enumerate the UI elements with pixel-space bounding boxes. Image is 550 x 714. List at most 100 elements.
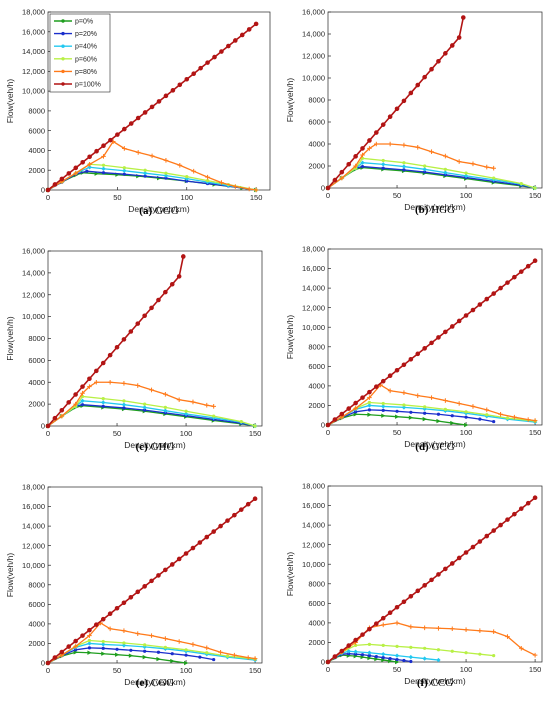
- data-point-p100pct: [443, 566, 448, 572]
- y-tick-label: 2000: [308, 401, 325, 410]
- y-tick-label: 16,000: [302, 8, 325, 17]
- data-point-p100pct: [332, 177, 338, 183]
- data-point-p100pct: [156, 297, 161, 303]
- data-point-p80pct: [443, 398, 448, 403]
- data-point-p60pct: [367, 642, 372, 647]
- data-point-p60pct: [225, 654, 230, 658]
- data-point-p100pct: [156, 573, 161, 578]
- data-point-p60pct: [402, 403, 406, 407]
- legend-marker-p0pct: [61, 19, 65, 23]
- data-point-p100pct: [456, 35, 462, 40]
- data-point-p100pct: [181, 254, 186, 259]
- data-point-p100pct: [184, 76, 190, 82]
- data-point-p80pct: [190, 642, 196, 647]
- y-tick-label: 14,000: [22, 268, 45, 277]
- y-tick-label: 12,000: [302, 303, 325, 312]
- data-point-p100pct: [80, 633, 85, 638]
- data-point-p100pct: [463, 313, 469, 318]
- data-point-p60pct: [395, 644, 399, 648]
- data-point-p100pct: [170, 88, 176, 93]
- x-axis-label: Density(veh/km): [404, 439, 466, 449]
- chart-panel-hgg: 0 2000 4000 6000 8000 10,000 12,000 14,000 16,00…: [285, 8, 543, 216]
- data-point-p100pct: [197, 540, 203, 545]
- data-point-p60pct: [367, 400, 372, 405]
- series-line-p20pct: [47, 170, 257, 191]
- data-point-p80pct: [429, 395, 434, 400]
- data-point-p0pct: [367, 655, 372, 661]
- legend-label-p100pct: p=100%: [75, 82, 101, 89]
- legend-label-p20pct: p=20%: [75, 31, 97, 38]
- data-point-p100pct: [360, 146, 365, 151]
- data-point-p80pct: [436, 625, 441, 631]
- data-point-p60pct: [450, 649, 454, 653]
- data-point-p100pct: [408, 356, 414, 362]
- y-tick-label: 18,000: [302, 482, 325, 491]
- data-point-p100pct: [339, 648, 345, 654]
- data-point-p80pct: [449, 626, 455, 632]
- data-point-p100pct: [232, 512, 237, 518]
- data-point-p100pct: [525, 500, 531, 506]
- data-point-p60pct: [163, 645, 167, 649]
- data-point-p80pct: [73, 401, 78, 407]
- data-point-p100pct: [176, 556, 182, 562]
- data-point-p80pct: [429, 149, 434, 154]
- data-point-p20pct: [185, 179, 189, 183]
- data-point-p100pct: [163, 93, 169, 99]
- y-axis-label: Flow(veh/h): [5, 79, 15, 124]
- data-point-p20pct: [74, 648, 78, 652]
- data-point-p80pct: [87, 161, 92, 167]
- data-point-p100pct: [484, 296, 490, 302]
- data-point-p40pct: [443, 170, 448, 175]
- data-point-p100pct: [436, 572, 441, 577]
- data-point-p80pct: [121, 628, 127, 634]
- data-point-p100pct: [218, 523, 223, 529]
- data-point-p60pct: [122, 166, 126, 170]
- data-point-p80pct: [135, 631, 141, 636]
- data-point-p60pct: [205, 651, 209, 655]
- data-point-p80pct: [477, 628, 483, 634]
- legend-marker-p80pct: [61, 69, 65, 74]
- data-point-p100pct: [114, 344, 120, 350]
- data-point-p0pct: [367, 412, 372, 417]
- y-tick-label: 14,000: [302, 30, 325, 39]
- series-line-p60pct: [327, 157, 536, 189]
- data-point-p100pct: [45, 423, 51, 429]
- data-point-p100pct: [325, 422, 331, 428]
- x-tick-label: 50: [393, 428, 401, 437]
- series-line-p40pct: [47, 642, 256, 664]
- data-point-p40pct: [184, 176, 189, 181]
- data-point-p100pct: [59, 649, 65, 655]
- data-point-p80pct: [387, 388, 393, 394]
- data-point-p80pct: [149, 633, 154, 638]
- y-axis-label: Flow(veh/h): [285, 78, 295, 123]
- data-point-p80pct: [245, 655, 251, 660]
- data-point-p100pct: [245, 501, 251, 507]
- data-point-p100pct: [169, 562, 175, 567]
- data-point-p60pct: [464, 651, 468, 655]
- data-point-p100pct: [211, 529, 216, 534]
- data-point-p100pct: [387, 373, 393, 379]
- y-tick-label: 12,000: [22, 541, 45, 550]
- data-point-p80pct: [374, 141, 379, 147]
- data-point-p40pct: [381, 651, 386, 657]
- legend-label-p40pct: p=40%: [75, 44, 97, 51]
- y-tick-label: 8000: [28, 580, 45, 589]
- caption-text: CCG: [431, 677, 454, 689]
- data-point-p40pct: [121, 402, 127, 407]
- data-point-p20pct: [354, 410, 358, 414]
- data-point-p60pct: [164, 171, 168, 175]
- data-point-p100pct: [394, 604, 400, 610]
- data-point-p100pct: [401, 599, 407, 605]
- y-tick-label: 0: [41, 186, 45, 195]
- data-point-p80pct: [387, 141, 393, 147]
- data-point-p100pct: [107, 352, 113, 358]
- data-point-p100pct: [135, 321, 141, 326]
- data-point-p20pct: [367, 408, 372, 412]
- data-point-p40pct: [87, 641, 92, 646]
- data-point-p100pct: [52, 655, 58, 660]
- data-point-p60pct: [443, 407, 447, 411]
- data-point-p40pct: [183, 411, 189, 417]
- panel-caption: (e) CGG: [136, 677, 174, 689]
- data-point-p20pct: [198, 655, 202, 659]
- y-tick-label: 18,000: [22, 483, 45, 492]
